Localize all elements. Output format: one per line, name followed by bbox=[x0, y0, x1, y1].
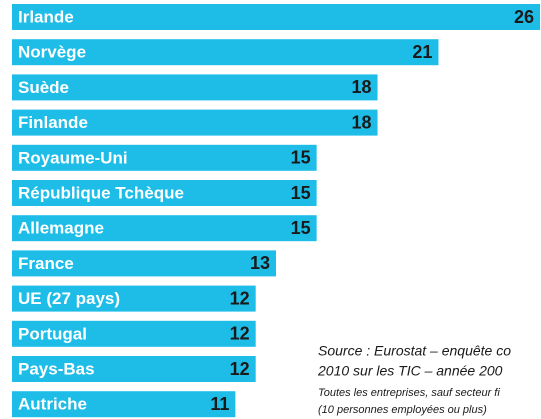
value-label: 12 bbox=[230, 288, 250, 308]
bar-label: Royaume-Uni bbox=[18, 148, 128, 167]
bar-label: République Tchèque bbox=[18, 183, 184, 202]
value-label: 21 bbox=[412, 42, 432, 62]
note-text: (10 personnes employées ou plus) bbox=[318, 404, 487, 416]
bar-label: Finlande bbox=[18, 113, 88, 132]
value-label: 26 bbox=[514, 7, 534, 27]
bar bbox=[12, 285, 256, 312]
bar-label: Portugal bbox=[18, 324, 87, 343]
source-text: Source : Eurostat – enquête co bbox=[318, 343, 511, 359]
bar bbox=[12, 4, 540, 30]
bar-label: Norvège bbox=[18, 43, 86, 62]
bar bbox=[12, 144, 317, 171]
bar-label: Autriche bbox=[18, 395, 87, 414]
bar-label: UE (27 pays) bbox=[18, 289, 120, 308]
bar bbox=[12, 391, 236, 418]
note-text: Toutes les entreprises, sauf secteur fi bbox=[318, 387, 500, 399]
value-label: 15 bbox=[291, 183, 311, 203]
bar bbox=[12, 356, 256, 382]
bar bbox=[12, 109, 378, 136]
value-label: 12 bbox=[230, 324, 250, 344]
value-label: 18 bbox=[352, 112, 372, 132]
bar bbox=[12, 180, 317, 206]
bar bbox=[12, 250, 276, 277]
value-label: 12 bbox=[230, 359, 250, 379]
value-label: 15 bbox=[291, 148, 311, 168]
bar bbox=[12, 39, 439, 66]
value-label: 18 bbox=[352, 77, 372, 97]
bar-label: Allemagne bbox=[18, 219, 104, 238]
bar bbox=[12, 215, 317, 242]
bar bbox=[12, 74, 378, 101]
source-text: 2010 sur les TIC – année 200 bbox=[317, 363, 503, 379]
bar-label: France bbox=[18, 254, 74, 273]
value-label: 13 bbox=[250, 253, 270, 273]
value-label: 11 bbox=[210, 394, 229, 414]
value-label: 15 bbox=[291, 218, 311, 238]
bar-label: Irlande bbox=[18, 7, 74, 26]
bar-label: Suède bbox=[18, 78, 69, 97]
bar bbox=[12, 320, 256, 347]
bar-label: Pays-Bas bbox=[18, 359, 95, 378]
